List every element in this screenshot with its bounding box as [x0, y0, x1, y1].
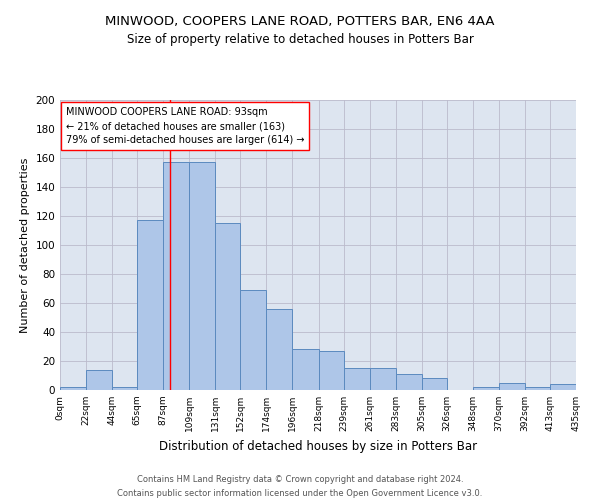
Bar — [292, 350, 319, 390]
Bar — [189, 162, 215, 390]
Bar — [60, 387, 86, 390]
Bar — [525, 387, 550, 390]
Text: Size of property relative to detached houses in Potters Bar: Size of property relative to detached ho… — [127, 32, 473, 46]
Bar — [319, 351, 344, 390]
Y-axis label: Number of detached properties: Number of detached properties — [20, 158, 30, 332]
Bar — [241, 290, 266, 390]
Bar — [344, 368, 370, 390]
Bar — [395, 374, 422, 390]
Text: MINWOOD, COOPERS LANE ROAD, POTTERS BAR, EN6 4AA: MINWOOD, COOPERS LANE ROAD, POTTERS BAR,… — [105, 15, 495, 28]
Bar — [370, 368, 395, 390]
Bar — [86, 370, 112, 390]
Bar — [422, 378, 447, 390]
Bar — [550, 384, 576, 390]
Bar — [112, 387, 137, 390]
Bar — [163, 162, 189, 390]
Bar — [215, 223, 241, 390]
Text: MINWOOD COOPERS LANE ROAD: 93sqm
← 21% of detached houses are smaller (163)
79% : MINWOOD COOPERS LANE ROAD: 93sqm ← 21% o… — [66, 108, 304, 146]
Bar — [499, 383, 525, 390]
X-axis label: Distribution of detached houses by size in Potters Bar: Distribution of detached houses by size … — [159, 440, 477, 452]
Text: Contains HM Land Registry data © Crown copyright and database right 2024.
Contai: Contains HM Land Registry data © Crown c… — [118, 476, 482, 498]
Bar — [473, 387, 499, 390]
Bar — [137, 220, 163, 390]
Bar — [266, 309, 292, 390]
